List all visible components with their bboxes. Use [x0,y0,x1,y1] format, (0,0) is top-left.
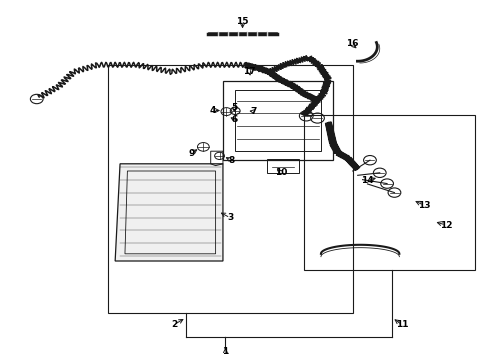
Text: 3: 3 [227,213,233,222]
Text: 15: 15 [236,17,249,26]
Text: 5: 5 [231,103,237,112]
Bar [304,115,475,270]
Text: 12: 12 [440,220,452,230]
Text: 8: 8 [228,156,234,165]
Text: 13: 13 [417,201,430,210]
Text: 9: 9 [189,149,196,158]
Text: 7: 7 [250,107,257,116]
Text: 4: 4 [210,106,217,115]
Text: 2: 2 [171,320,177,329]
Text: 6: 6 [231,115,237,124]
Text: 10: 10 [275,168,288,177]
Text: 1: 1 [222,346,228,356]
Text: 14: 14 [361,176,374,185]
Text: 17: 17 [243,67,255,76]
Text: 16: 16 [345,40,358,49]
Bar [108,65,353,313]
Text: 11: 11 [395,320,408,329]
Polygon shape [115,164,223,261]
